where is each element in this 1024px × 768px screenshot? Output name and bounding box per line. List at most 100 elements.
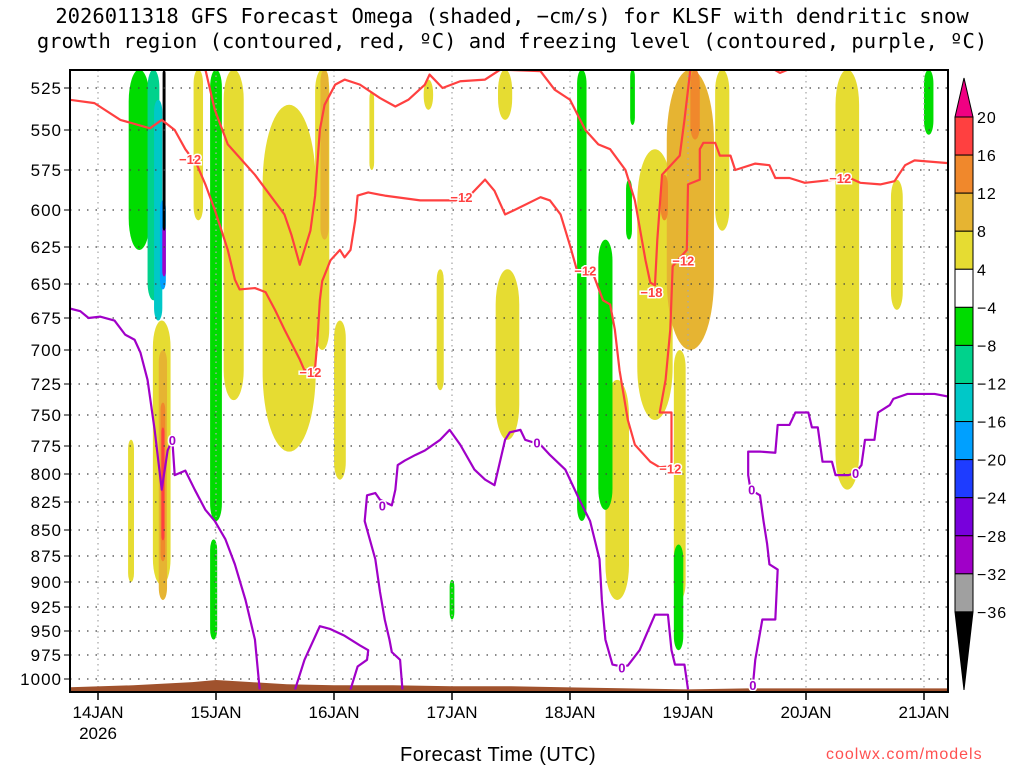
omega-region <box>128 70 150 250</box>
contour-label: −18 <box>640 285 662 300</box>
contour-label: −12 <box>672 253 694 268</box>
y-tick-label: 775 <box>31 437 62 456</box>
title-line-2: growth region (contoured, red, ºC) and f… <box>36 29 988 53</box>
contour-label: 0 <box>748 483 755 498</box>
y-tick-label: 975 <box>31 646 62 665</box>
omega-region <box>598 239 613 510</box>
omega-region <box>666 70 714 350</box>
contour-label: −12 <box>829 171 851 186</box>
plot-frame <box>69 69 949 693</box>
colorbar-swatch <box>954 421 974 461</box>
colorbar-swatch <box>954 459 974 499</box>
colorbar-label: 4 <box>977 262 987 279</box>
x-tick-label: 20JAN <box>780 703 831 722</box>
credit-link[interactable]: coolwx.com/models <box>826 746 983 763</box>
title-line-1: 2026011318 GFS Forecast Omega (shaded, −… <box>55 4 969 28</box>
contour-label: 0 <box>852 466 859 481</box>
y-tick-label: 525 <box>31 79 62 98</box>
contour-label: −12 <box>450 190 472 205</box>
colorbar-label: −28 <box>977 529 1007 546</box>
contour-line <box>747 392 948 686</box>
contour-line <box>204 70 692 287</box>
y-tick-label: 1000 <box>20 670 62 689</box>
omega-region <box>162 70 166 231</box>
y-tick-label: 625 <box>31 238 62 257</box>
y-tick-label: 550 <box>31 121 62 140</box>
colorbar-label: 16 <box>977 148 997 165</box>
omega-region <box>835 70 860 490</box>
omega-region <box>673 544 684 651</box>
colorbar-label: −16 <box>977 415 1007 432</box>
y-tick-label: 575 <box>31 161 62 180</box>
contour-lines <box>70 70 948 690</box>
y-tick-label: 925 <box>31 598 62 617</box>
x-tick-label: 14JAN <box>72 703 123 722</box>
omega-region <box>498 70 513 120</box>
omega-region <box>690 70 700 140</box>
omega-region <box>890 179 903 310</box>
contour-line <box>363 428 690 690</box>
omega-region <box>630 70 635 125</box>
contour-line <box>70 98 948 469</box>
omega-region <box>369 91 375 170</box>
y-tick-label: 850 <box>31 521 62 540</box>
omega-region <box>495 269 520 440</box>
omega-region <box>660 174 668 221</box>
colorbar: 20 16 12 8 4 −4 −8 −12 −16 −20 −24 −28 −32 −36 <box>954 77 1007 691</box>
x-tick-label: 15JAN <box>190 703 241 722</box>
colorbar-swatch <box>954 268 974 308</box>
colorbar-swatch <box>954 344 974 384</box>
x-tick-label: 16JAN <box>308 703 359 722</box>
colorbar-label: 8 <box>977 224 987 241</box>
colorbar-label: −24 <box>977 491 1007 508</box>
surface-terrain-fill <box>70 680 948 692</box>
omega-region <box>626 179 632 240</box>
omega-region <box>577 70 587 522</box>
y-tick-label: 600 <box>31 201 62 220</box>
omega-region <box>262 104 316 452</box>
colorbar-swatch <box>954 230 974 270</box>
omega-region <box>334 320 346 480</box>
colorbar-swatch <box>954 382 974 423</box>
contour-label: −12 <box>179 152 201 167</box>
colorbar-label: −4 <box>977 300 997 317</box>
omega-region <box>128 439 134 582</box>
omega-region <box>423 79 434 110</box>
contour-label: −12 <box>659 461 681 476</box>
y-tick-label: 650 <box>31 275 62 294</box>
colorbar-label: −36 <box>977 605 1007 622</box>
contour-label: 0 <box>618 660 625 675</box>
omega-region <box>924 70 934 135</box>
y-tick-label: 825 <box>31 493 62 512</box>
contour-label: 0 <box>749 678 756 693</box>
y-tick-label: 750 <box>31 406 62 425</box>
omega-region <box>449 579 455 620</box>
x-axis: 14JAN 2026 15JAN 16JAN 17JAN 18JAN 19JAN 20JAN 2… <box>72 692 950 743</box>
y-tick-label: 700 <box>31 341 62 360</box>
colorbar-label: −8 <box>977 338 997 355</box>
colorbar-over-triangle <box>954 77 974 118</box>
contour-label: 0 <box>533 435 540 450</box>
y-tick-label: 900 <box>31 573 62 592</box>
colorbar-label: −12 <box>977 376 1007 393</box>
omega-region <box>162 224 166 277</box>
colorbar-label: −32 <box>977 567 1007 584</box>
contour-label: −12 <box>299 365 321 380</box>
omega-region <box>320 70 329 240</box>
colorbar-label: 12 <box>977 186 997 203</box>
colorbar-swatch <box>954 497 974 537</box>
colorbar-label: −20 <box>977 453 1007 470</box>
omega-region <box>223 70 244 401</box>
colorbar-swatch <box>954 306 974 346</box>
colorbar-label: 20 <box>977 110 997 127</box>
chart-title: 2026011318 GFS Forecast Omega (shaded, −… <box>0 4 1024 54</box>
omega-region <box>436 269 444 391</box>
omega-shading <box>128 70 934 651</box>
omega-region <box>193 70 204 221</box>
x-tick-label: 21JAN <box>898 703 949 722</box>
omega-region <box>673 350 686 600</box>
y-tick-label: 950 <box>31 622 62 641</box>
x-tick-year-label: 2026 <box>79 724 117 743</box>
colorbar-swatch <box>954 192 974 232</box>
